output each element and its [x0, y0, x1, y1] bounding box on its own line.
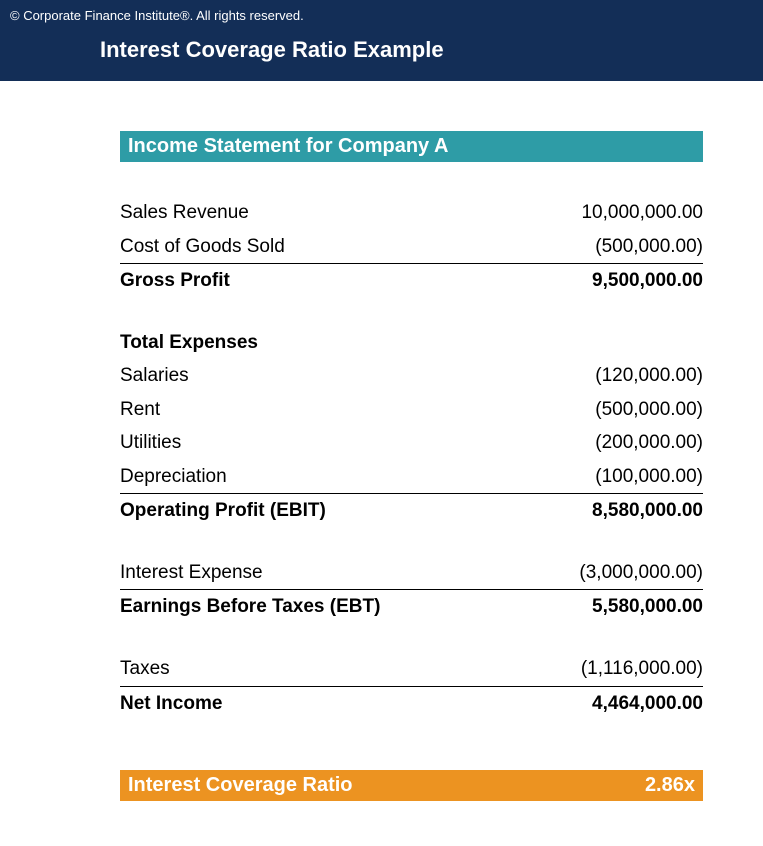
row-net-income: Net Income 4,464,000.00	[120, 686, 703, 721]
row-taxes: Taxes (1,116,000.00)	[120, 652, 703, 686]
label-total-expenses: Total Expenses	[120, 329, 258, 357]
label-interest-expense: Interest Expense	[120, 559, 263, 587]
value-net-income: 4,464,000.00	[592, 690, 703, 718]
row-salaries: Salaries (120,000.00)	[120, 359, 703, 393]
row-total-expenses-header: Total Expenses	[120, 326, 703, 360]
value-rent: (500,000.00)	[595, 396, 703, 424]
value-sales-revenue: 10,000,000.00	[581, 199, 703, 227]
value-interest-expense: (3,000,000.00)	[579, 559, 703, 587]
label-ebt: Earnings Before Taxes (EBT)	[120, 593, 380, 621]
value-taxes: (1,116,000.00)	[581, 655, 703, 683]
spacer	[120, 624, 703, 652]
label-taxes: Taxes	[120, 655, 170, 683]
label-sales-revenue: Sales Revenue	[120, 199, 249, 227]
spacer	[120, 298, 703, 326]
value-depreciation: (100,000.00)	[595, 463, 703, 491]
content-area: Income Statement for Company A Sales Rev…	[0, 81, 763, 801]
row-depreciation: Depreciation (100,000.00)	[120, 460, 703, 494]
ratio-label: Interest Coverage Ratio	[128, 774, 353, 797]
ratio-value: 2.86x	[645, 774, 695, 797]
row-operating-profit: Operating Profit (EBIT) 8,580,000.00	[120, 493, 703, 528]
value-ebt: 5,580,000.00	[592, 593, 703, 621]
label-rent: Rent	[120, 396, 160, 424]
value-operating-profit: 8,580,000.00	[592, 497, 703, 525]
label-depreciation: Depreciation	[120, 463, 227, 491]
page-header: © Corporate Finance Institute®. All righ…	[0, 0, 763, 81]
row-interest-expense: Interest Expense (3,000,000.00)	[120, 556, 703, 590]
value-gross-profit: 9,500,000.00	[592, 267, 703, 295]
copyright-text: © Corporate Finance Institute®. All righ…	[10, 8, 753, 23]
label-salaries: Salaries	[120, 362, 189, 390]
value-utilities: (200,000.00)	[595, 429, 703, 457]
value-salaries: (120,000.00)	[595, 362, 703, 390]
row-cogs: Cost of Goods Sold (500,000.00)	[120, 230, 703, 264]
row-gross-profit: Gross Profit 9,500,000.00	[120, 263, 703, 298]
row-rent: Rent (500,000.00)	[120, 393, 703, 427]
label-gross-profit: Gross Profit	[120, 267, 230, 295]
row-ebt: Earnings Before Taxes (EBT) 5,580,000.00	[120, 589, 703, 624]
page-title: Interest Coverage Ratio Example	[100, 37, 753, 63]
label-cogs: Cost of Goods Sold	[120, 233, 285, 261]
label-utilities: Utilities	[120, 429, 181, 457]
label-net-income: Net Income	[120, 690, 222, 718]
statement-heading: Income Statement for Company A	[120, 131, 703, 162]
value-cogs: (500,000.00)	[595, 233, 703, 261]
ratio-section: Interest Coverage Ratio 2.86x	[120, 770, 703, 801]
row-sales-revenue: Sales Revenue 10,000,000.00	[120, 196, 703, 230]
label-operating-profit: Operating Profit (EBIT)	[120, 497, 326, 525]
spacer	[120, 528, 703, 556]
row-utilities: Utilities (200,000.00)	[120, 426, 703, 460]
